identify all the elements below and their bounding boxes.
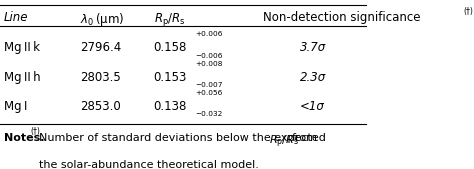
Text: −0.032: −0.032 [196, 111, 223, 117]
Text: (†): (†) [464, 7, 474, 16]
Text: 2803.5: 2803.5 [81, 71, 121, 84]
Text: <1σ: <1σ [300, 100, 325, 113]
Text: the solar-abundance theoretical model.: the solar-abundance theoretical model. [39, 160, 259, 169]
Text: +0.056: +0.056 [196, 90, 223, 96]
Text: 0.153: 0.153 [154, 71, 187, 84]
Text: 2796.4: 2796.4 [81, 41, 122, 54]
Text: +0.008: +0.008 [196, 61, 223, 67]
Text: (†): (†) [30, 127, 40, 136]
Text: $\lambda_0$ (μm): $\lambda_0$ (μm) [81, 11, 125, 28]
Text: Notes.: Notes. [4, 134, 44, 143]
Text: 0.158: 0.158 [154, 41, 187, 54]
Text: Number of standard deviations below the expected: Number of standard deviations below the … [39, 134, 330, 143]
Text: 2853.0: 2853.0 [81, 100, 121, 113]
Text: $R_{\rm p}/R_{\rm s}$: $R_{\rm p}/R_{\rm s}$ [269, 134, 299, 150]
Text: Mg II k: Mg II k [4, 41, 40, 54]
Text: 3.7σ: 3.7σ [300, 41, 326, 54]
Text: +0.006: +0.006 [196, 31, 223, 37]
Text: Mg II h: Mg II h [4, 71, 40, 84]
Text: from: from [292, 134, 318, 143]
Text: 0.138: 0.138 [154, 100, 187, 113]
Text: −0.006: −0.006 [196, 53, 223, 59]
Text: Mg I: Mg I [4, 100, 27, 113]
Text: −0.007: −0.007 [196, 82, 223, 88]
Text: 2.3σ: 2.3σ [300, 71, 326, 84]
Text: Line: Line [4, 11, 28, 24]
Text: $R_{\rm p}/R_{\rm s}$: $R_{\rm p}/R_{\rm s}$ [154, 11, 185, 28]
Text: Non-detection significance: Non-detection significance [263, 11, 421, 24]
